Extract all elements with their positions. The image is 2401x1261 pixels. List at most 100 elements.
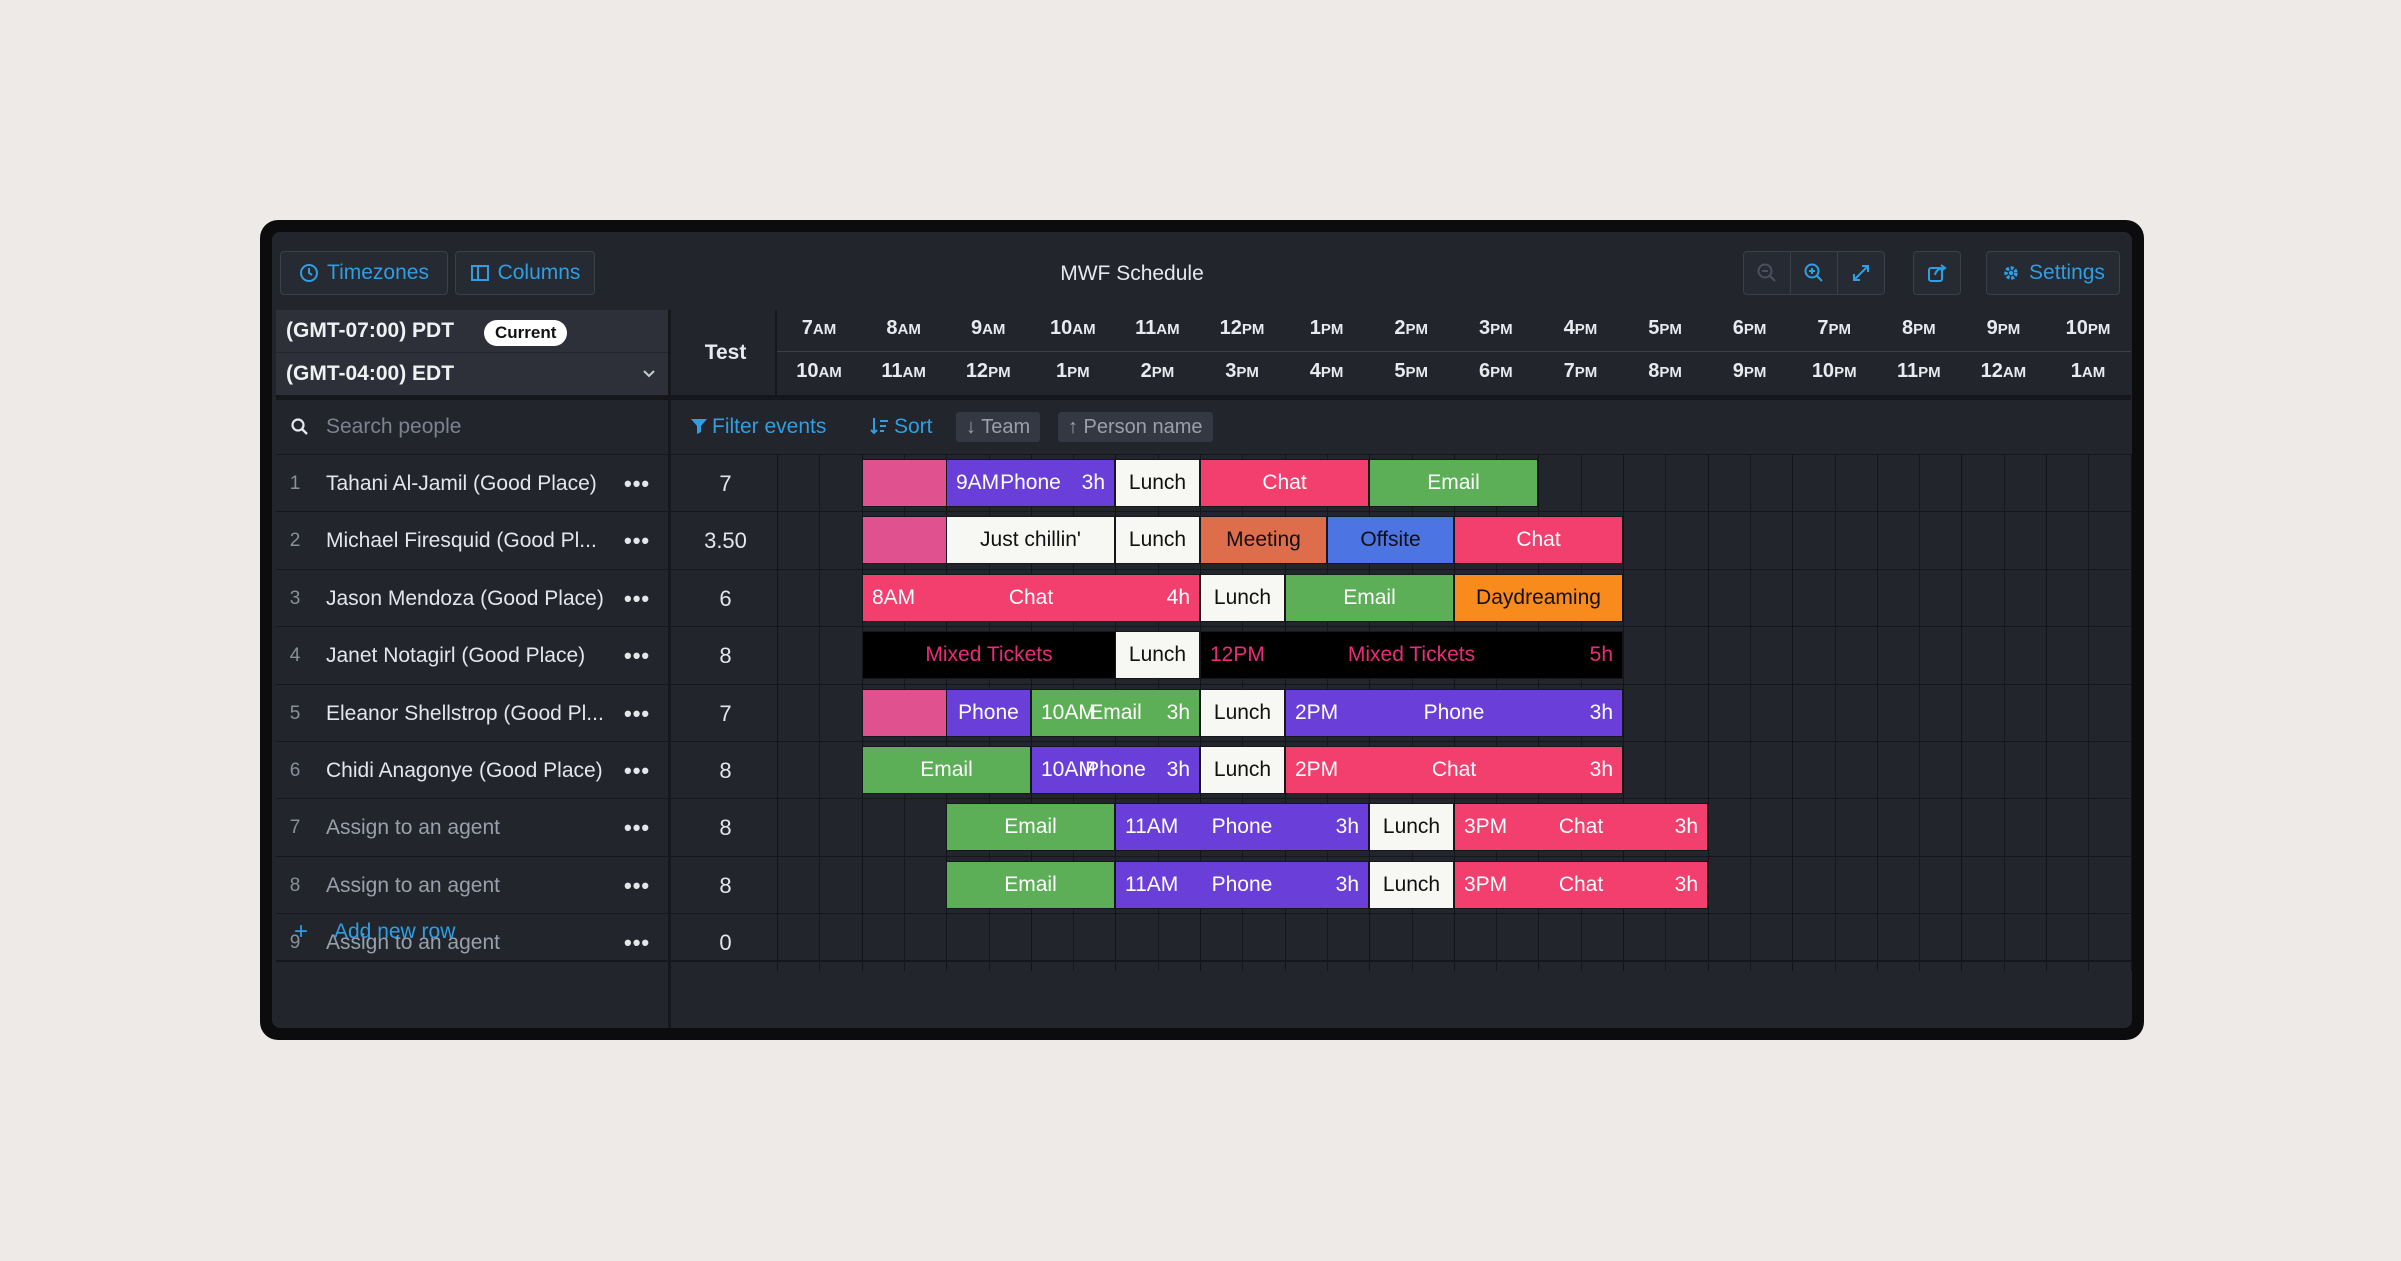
schedule-event[interactable]: Chat <box>1200 459 1369 507</box>
schedule-event[interactable]: Phone 10AM 3h <box>1031 746 1200 794</box>
schedule-event[interactable]: Lunch <box>1200 689 1285 737</box>
hour-suffix: PM <box>1659 321 1682 338</box>
row-menu-icon[interactable]: ••• <box>624 815 651 841</box>
schedule-event[interactable]: Daydreaming <box>1454 574 1623 622</box>
person-name[interactable]: Janet Notagirl (Good Place) <box>326 644 586 668</box>
table-row[interactable]: 1 Tahani Al-Jamil (Good Place) ••• 7 <box>276 454 2131 511</box>
table-row[interactable]: 7 Assign to an agent ••• 8 <box>276 798 2131 855</box>
schedule-event[interactable]: Chat <box>1454 516 1623 564</box>
person-name[interactable]: Assign to an agent <box>326 931 500 955</box>
event-start: 11AM <box>1125 873 1179 896</box>
event-label: Mixed Tickets <box>1347 643 1476 666</box>
schedule-event[interactable]: Chat 2PM 3h <box>1285 746 1623 794</box>
person-name[interactable]: Assign to an agent <box>326 816 500 840</box>
table-row[interactable]: 4 Janet Notagirl (Good Place) ••• 8 <box>276 626 2131 683</box>
schedule-event[interactable]: Email <box>1285 574 1454 622</box>
row-menu-icon[interactable]: ••• <box>624 471 651 496</box>
schedule-event[interactable]: Phone 9AM 3h <box>946 459 1115 507</box>
event-start: 12PM <box>1210 643 1265 666</box>
person-name[interactable]: Michael Firesquid (Good Pl... <box>326 529 597 553</box>
fullscreen-button[interactable] <box>1837 251 1885 295</box>
zoom-out-button[interactable] <box>1743 251 1791 295</box>
row-menu-icon[interactable]: ••• <box>624 872 651 898</box>
schedule-event[interactable]: Phone 11AM 3h <box>1115 861 1369 909</box>
hour-number: 8 <box>1901 317 1914 339</box>
settings-button[interactable]: Settings <box>1986 251 2120 295</box>
row-menu-icon[interactable]: ••• <box>624 700 651 726</box>
row-menu-icon[interactable]: ••• <box>624 930 651 956</box>
table-row[interactable]: 3 Jason Mendoza (Good Place) ••• 6 <box>276 568 2131 626</box>
grid-line <box>1961 454 1962 971</box>
add-new-row-button[interactable]: + Add new row <box>276 904 668 960</box>
schedule-event[interactable]: Email <box>1369 459 1538 507</box>
hour-label: 3PM <box>1200 353 1284 389</box>
table-row[interactable]: 5 Eleanor Shellstrop (Good Pl... ••• 7 <box>276 683 2131 741</box>
chevron-down-icon <box>643 370 655 378</box>
row-menu-icon[interactable]: ••• <box>624 643 651 669</box>
table-row[interactable]: 6 Chidi Anagonye (Good Place) ••• 8 <box>276 741 2131 798</box>
schedule-event[interactable]: Chat 3PM 3h <box>1454 861 1708 909</box>
timezones-button[interactable]: Timezones <box>280 251 448 295</box>
schedule-event[interactable]: Chat 8AM 4h <box>862 574 1200 622</box>
schedule-event[interactable]: Email <box>946 803 1115 851</box>
columns-icon <box>470 265 489 281</box>
filter-events-button[interactable]: Filter events <box>690 400 826 454</box>
schedule-event[interactable]: Email <box>946 861 1115 909</box>
hour-label: 5PM <box>1623 310 1707 346</box>
hour-number: 5 <box>1394 360 1406 382</box>
row-menu-icon[interactable]: ••• <box>624 528 651 554</box>
schedule-event[interactable]: Phone 11AM 3h <box>1115 803 1369 851</box>
schedule-event[interactable]: Phone 2PM 3h <box>1285 689 1623 737</box>
schedule-event[interactable]: Offsite <box>1327 516 1454 564</box>
schedule-event[interactable] <box>862 459 947 507</box>
schedule-event[interactable]: Mixed Tickets 12PM 5h <box>1200 631 1623 679</box>
schedule-event[interactable] <box>862 689 947 737</box>
hour-label: 10AM <box>1031 310 1115 346</box>
hour-number: 9 <box>1986 317 1998 339</box>
person-name[interactable]: Eleanor Shellstrop (Good Pl... <box>326 701 604 725</box>
timezone-secondary-select[interactable]: (GMT-04:00) EDT <box>276 353 668 395</box>
schedule-event[interactable]: Lunch <box>1115 516 1200 564</box>
hour-suffix: PM <box>1067 364 1090 381</box>
hour-suffix: PM <box>1828 321 1852 338</box>
person-name[interactable]: Chidi Anagonye (Good Place) <box>326 759 603 782</box>
sort-team-chip[interactable]: ↓ Team <box>956 412 1041 442</box>
hour-number: 7 <box>801 317 813 339</box>
event-label <box>863 460 946 506</box>
event-start: 10AM <box>1041 701 1096 724</box>
schedule-event[interactable]: Chat 3PM 3h <box>1454 803 1708 851</box>
schedule-event[interactable]: Lunch <box>1369 803 1454 851</box>
columns-button[interactable]: Columns <box>455 251 595 295</box>
table-row[interactable]: 2 Michael Firesquid (Good Pl... ••• 3.50 <box>276 511 2131 568</box>
search-input[interactable]: Search people <box>276 400 668 454</box>
sort-person-chip[interactable]: ↑ Person name <box>1058 412 1213 442</box>
grid-line <box>2046 454 2047 971</box>
event-duration: 3h <box>1674 815 1698 838</box>
hour-label: 2PM <box>1115 353 1199 389</box>
test-column-header[interactable]: Test <box>704 341 747 364</box>
schedule-event[interactable]: Email 10AM 3h <box>1031 689 1200 737</box>
row-menu-icon[interactable]: ••• <box>624 585 651 611</box>
row-menu-icon[interactable]: ••• <box>624 758 651 783</box>
schedule-event[interactable]: Meeting <box>1200 516 1327 564</box>
person-name[interactable]: Jason Mendoza (Good Place) <box>326 586 604 610</box>
schedule-event[interactable]: Lunch <box>1200 746 1285 794</box>
schedule-event[interactable]: Lunch <box>1200 574 1285 622</box>
event-label: Lunch <box>1382 815 1441 838</box>
share-button[interactable] <box>1913 251 1961 295</box>
person-name[interactable]: Assign to an agent <box>326 873 500 897</box>
hour-suffix: AM <box>982 321 1006 338</box>
schedule-event[interactable]: Lunch <box>1115 631 1200 679</box>
schedule-event[interactable]: Email <box>862 746 1031 794</box>
schedule-event[interactable]: Mixed Tickets <box>862 631 1116 679</box>
schedule-event[interactable]: Lunch <box>1115 459 1200 507</box>
schedule-event[interactable]: Lunch <box>1369 861 1454 909</box>
table-row[interactable]: 8 Assign to an agent ••• 8 <box>276 855 2131 913</box>
table-row[interactable]: 9 Assign to an agent ••• 0 <box>276 913 2131 970</box>
schedule-event[interactable] <box>862 516 947 564</box>
schedule-event[interactable]: Just chillin' <box>946 516 1115 564</box>
zoom-in-button[interactable] <box>1790 251 1838 295</box>
schedule-event[interactable]: Phone <box>946 689 1031 737</box>
sort-button[interactable]: Sort <box>870 400 933 454</box>
person-name[interactable]: Tahani Al-Jamil (Good Place) <box>326 472 597 495</box>
